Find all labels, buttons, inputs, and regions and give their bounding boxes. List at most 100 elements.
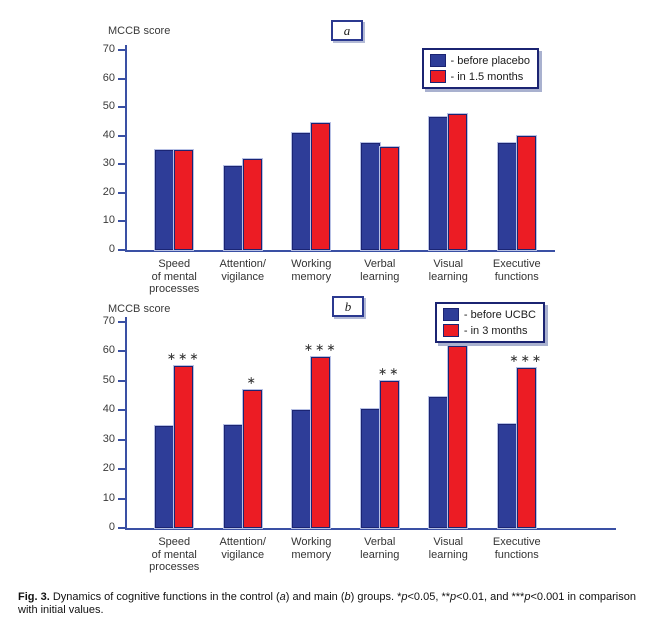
category-label: Verbal learning [360,536,400,561]
y-tick-label: 30 [102,157,115,170]
panel-letter-a: a [343,22,351,38]
caption-segment: b [344,591,351,603]
y-tick-label: 10 [102,491,115,504]
y-tick-label: 60 [102,71,115,84]
y-axis-cap [125,317,127,322]
category-label: Attention/vigilance [219,258,266,283]
bar-after [242,158,262,250]
legend-label: - before placebo [450,54,531,67]
bar-before [429,117,449,250]
caption-segment: Dynamics of cognitive functions in the c… [49,591,280,603]
panel-label-box-b: b [332,296,364,317]
legend-a: - before placebo - in 1.5 months [421,48,539,89]
bar-before [497,142,517,250]
legend-item: - before placebo [429,54,531,67]
bar-after [311,357,331,528]
y-tick-mark [118,379,125,382]
bar-after [174,366,194,528]
y-tick-mark [118,163,125,166]
caption-segment: p [450,591,457,603]
y-tick-mark [118,527,125,529]
y-tick-mark [118,468,125,471]
y-tick-mark [118,497,125,500]
y-tick-label: 20 [102,462,115,475]
plot-area: - before placebo - in 1.5 months 0 10 20 30… [103,43,555,295]
caption-segment: a [279,591,286,603]
bar-after [379,147,399,250]
legend-label: - in 3 months [463,324,528,337]
legend-swatch-blue [429,54,446,67]
bar-after [448,345,468,528]
y-tick-mark [118,249,125,251]
category-label: Verbal learning [360,258,400,283]
y-tick-label: 70 [102,43,115,55]
y-tick-label: 0 [108,521,115,533]
y-tick-mark [118,409,125,412]
y-tick-mark [118,191,125,194]
legend-item: - before UCBC [442,308,536,321]
bar-before [223,165,243,250]
y-tick-mark [118,77,125,80]
figure-caption: Fig. 3. Dynamics of cognitive functions … [18,591,654,617]
legend-b: - before UCBC - in 3 months [434,302,545,343]
y-tick-mark [118,220,125,223]
significance-stars: ∗∗∗ [303,341,338,355]
y-tick-label: 0 [108,243,115,255]
category-label: Executive functions [492,258,541,283]
bar-after [174,150,194,250]
bar-after [242,389,262,528]
caption-segment: <0.05, ** [407,591,451,603]
significance-stars: ∗∗ [378,364,401,378]
bar-after [448,114,468,250]
bar-before [155,150,175,250]
legend-label: - in 1.5 months [450,70,524,83]
significance-stars: ∗∗∗ [509,351,544,365]
plot-area: - before UCBC - in 3 months 0 10 20 30 40 50 6… [103,302,555,573]
panel-label-box-a: a [331,20,363,41]
category-label: Visual learning [428,258,468,283]
significance-stars: ∗ [246,373,258,387]
category-label: Speed of mental processes [149,536,200,573]
bar-before [429,397,449,528]
caption-segment: ) groups. * [350,591,402,603]
x-axis-extension [553,528,616,530]
bar-before [360,408,380,528]
category-label: Speed of mental processes [149,258,200,295]
legend-swatch-red [442,324,459,337]
bar-before [155,426,175,528]
y-tick-mark [118,321,125,323]
bar-after [379,380,399,528]
bar-before [497,423,517,528]
y-tick-mark [118,49,125,51]
caption-segment: <0.001 in comparison with initial values… [18,591,636,616]
caption-segment: p [524,591,531,603]
bar-before [292,410,312,528]
category-label: Working memory [291,536,332,561]
significance-stars: ∗∗∗ [166,350,201,364]
y-tick-mark [118,134,125,137]
y-tick-label: 50 [102,100,115,113]
category-label: Attention/vigilance [219,536,266,561]
category-label: Working memory [291,258,332,283]
panel-letter-b: b [344,298,352,314]
y-tick-label: 30 [102,432,115,445]
y-tick-mark [118,438,125,441]
caption-segment: ) and main ( [285,591,345,603]
bar-after [516,367,536,528]
y-tick-label: 40 [102,403,115,416]
caption-segment: <0.01, and *** [456,591,525,603]
legend-swatch-red [429,70,446,83]
bar-before [223,425,243,528]
legend-item: - in 1.5 months [429,70,531,83]
y-tick-label: 50 [102,373,115,386]
y-axis-title-b: MCCB score [108,303,171,315]
y-tick-mark [118,106,125,109]
bar-before [292,132,312,250]
legend-label: - before UCBC [463,308,536,321]
caption-segment: Fig. 3. [18,591,50,603]
bar-before [360,142,380,250]
y-tick-label: 40 [102,128,115,141]
y-axis-cap [125,45,127,50]
y-tick-label: 70 [102,315,115,327]
